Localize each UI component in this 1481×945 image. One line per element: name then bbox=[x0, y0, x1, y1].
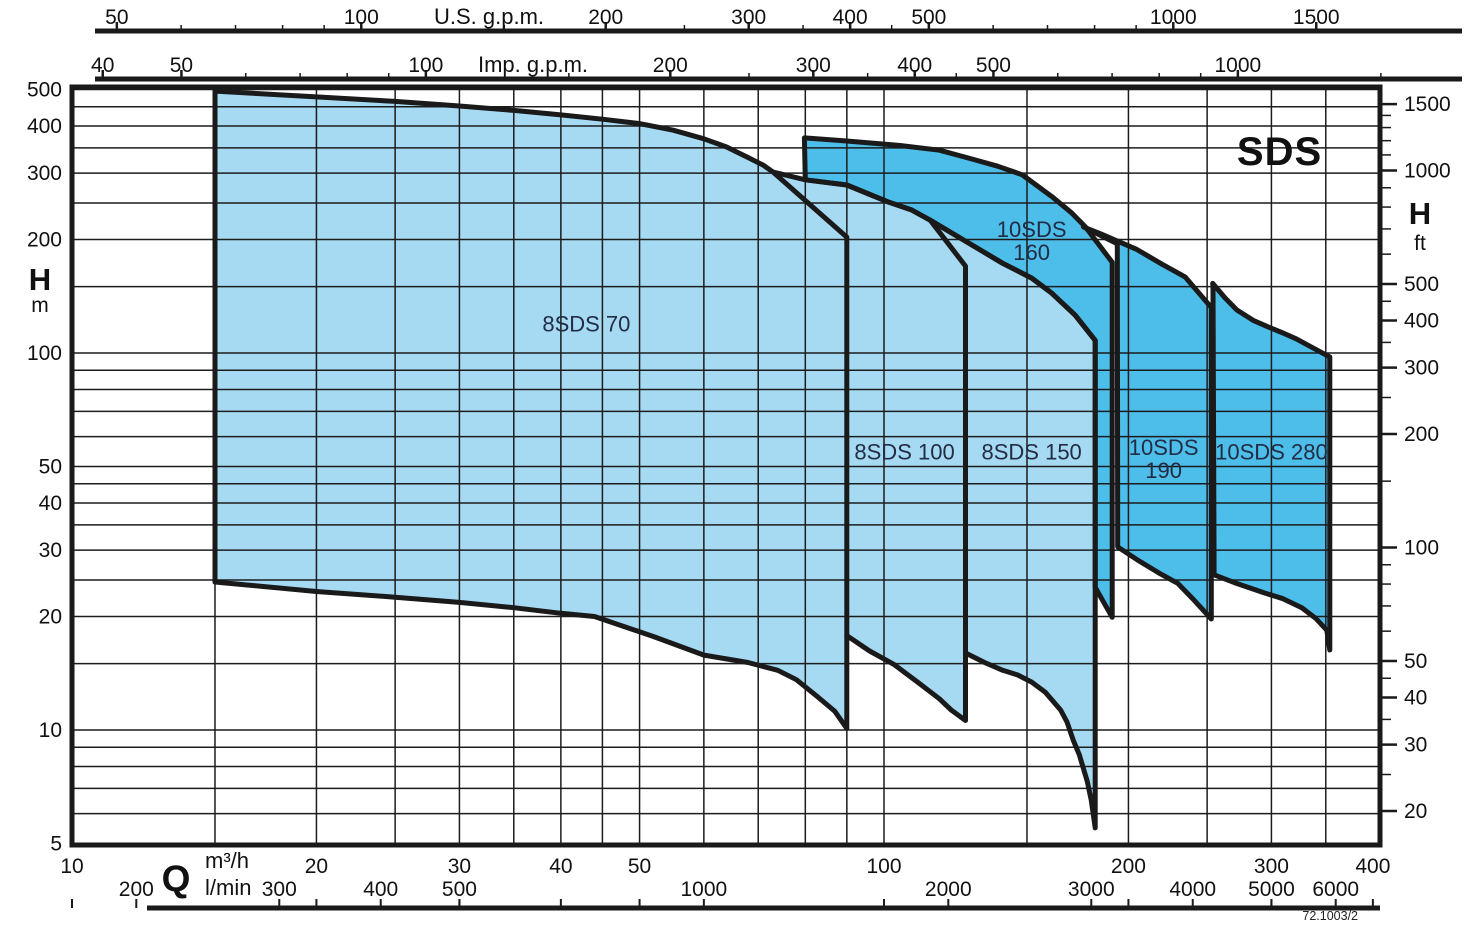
svg-text:500: 500 bbox=[976, 54, 1011, 77]
axis-top-us-gpm: 50 100 200 300 400 500 1000 1500 U.S. g.p.m. bbox=[95, 4, 1462, 34]
svg-text:50: 50 bbox=[170, 54, 193, 77]
svg-text:8SDS 150: 8SDS 150 bbox=[982, 439, 1082, 464]
svg-text:300: 300 bbox=[1254, 855, 1289, 878]
svg-text:H: H bbox=[29, 262, 51, 297]
svg-text:300: 300 bbox=[27, 162, 62, 185]
brand-title: SDS bbox=[1237, 130, 1322, 174]
svg-text:1000: 1000 bbox=[680, 878, 727, 901]
svg-text:400: 400 bbox=[1355, 855, 1390, 878]
svg-text:4000: 4000 bbox=[1169, 878, 1216, 901]
svg-text:300: 300 bbox=[1404, 357, 1439, 380]
svg-text:100: 100 bbox=[1404, 537, 1439, 560]
svg-text:50: 50 bbox=[628, 855, 651, 878]
svg-text:50: 50 bbox=[105, 6, 128, 29]
svg-text:10: 10 bbox=[39, 719, 62, 742]
svg-text:40: 40 bbox=[1404, 687, 1427, 710]
svg-text:190: 190 bbox=[1145, 458, 1182, 483]
svg-text:3000: 3000 bbox=[1068, 878, 1115, 901]
svg-text:2000: 2000 bbox=[925, 878, 972, 901]
svg-text:400: 400 bbox=[27, 115, 62, 138]
svg-text:Q: Q bbox=[162, 858, 191, 899]
svg-text:100: 100 bbox=[27, 342, 62, 365]
svg-text:200: 200 bbox=[1404, 423, 1439, 446]
svg-text:1500: 1500 bbox=[1293, 6, 1340, 29]
svg-text:l/min: l/min bbox=[205, 875, 251, 900]
svg-text:30: 30 bbox=[39, 539, 62, 562]
svg-text:5000: 5000 bbox=[1248, 878, 1295, 901]
svg-text:500: 500 bbox=[911, 6, 946, 29]
svg-text:20: 20 bbox=[1404, 800, 1427, 823]
svg-text:400: 400 bbox=[897, 54, 932, 77]
axis-right-h-ft: 1500 1000 500 400 300 200 100 50 40 30 20 Hft bbox=[1380, 93, 1451, 823]
grid bbox=[72, 87, 1380, 845]
svg-text:200: 200 bbox=[27, 229, 62, 252]
svg-text:50: 50 bbox=[1404, 650, 1427, 673]
svg-text:1000: 1000 bbox=[1215, 54, 1262, 77]
svg-text:50: 50 bbox=[39, 455, 62, 478]
svg-text:m³/h: m³/h bbox=[205, 848, 249, 873]
svg-text:10SDS: 10SDS bbox=[1129, 435, 1199, 460]
svg-text:1000: 1000 bbox=[1404, 160, 1451, 183]
svg-text:40: 40 bbox=[39, 492, 62, 515]
svg-text:8SDS 70: 8SDS 70 bbox=[542, 312, 630, 337]
axis-bottom-q: 10 20 30 40 50 100 200 300 400 200 300 400 500 1000 20… bbox=[60, 848, 1390, 911]
svg-text:200: 200 bbox=[588, 6, 623, 29]
svg-text:ft: ft bbox=[1414, 232, 1426, 255]
svg-text:500: 500 bbox=[442, 878, 477, 901]
svg-text:400: 400 bbox=[833, 6, 868, 29]
svg-text:20: 20 bbox=[39, 606, 62, 629]
axis-top-imp-gpm: 40 50 100 200 300 400 500 1000 Imp. g.p.m. bbox=[91, 52, 1462, 82]
svg-text:160: 160 bbox=[1013, 240, 1050, 265]
svg-text:1000: 1000 bbox=[1150, 6, 1197, 29]
svg-text:200: 200 bbox=[1111, 855, 1146, 878]
svg-text:40: 40 bbox=[549, 855, 572, 878]
svg-text:300: 300 bbox=[262, 878, 297, 901]
svg-text:100: 100 bbox=[866, 855, 901, 878]
svg-text:U.S. g.p.m.: U.S. g.p.m. bbox=[434, 4, 544, 29]
svg-text:400: 400 bbox=[363, 878, 398, 901]
svg-text:10SDS: 10SDS bbox=[997, 217, 1067, 242]
svg-text:200: 200 bbox=[119, 878, 154, 901]
envelope-fills bbox=[215, 91, 1330, 828]
svg-text:100: 100 bbox=[408, 54, 443, 77]
svg-text:m: m bbox=[31, 294, 49, 317]
svg-text:10SDS 280: 10SDS 280 bbox=[1215, 439, 1328, 464]
svg-text:400: 400 bbox=[1404, 310, 1439, 333]
svg-text:40: 40 bbox=[91, 54, 114, 77]
svg-text:Imp. g.p.m.: Imp. g.p.m. bbox=[478, 52, 588, 77]
svg-text:30: 30 bbox=[448, 855, 471, 878]
svg-text:6000: 6000 bbox=[1312, 878, 1359, 901]
svg-text:500: 500 bbox=[27, 78, 62, 101]
svg-text:300: 300 bbox=[731, 6, 766, 29]
svg-text:30: 30 bbox=[1404, 734, 1427, 757]
figure-code-label: 72.1003/2 bbox=[1302, 909, 1358, 923]
envelope-outlines bbox=[212, 88, 1333, 831]
axis-left-h-m: 500 400 300 200 100 50 40 30 20 10 5 Hm bbox=[27, 78, 62, 855]
svg-text:500: 500 bbox=[1404, 273, 1439, 296]
svg-text:H: H bbox=[1409, 196, 1431, 231]
svg-text:100: 100 bbox=[344, 6, 379, 29]
svg-text:5: 5 bbox=[50, 832, 62, 855]
svg-text:300: 300 bbox=[796, 54, 831, 77]
svg-text:1500: 1500 bbox=[1404, 93, 1451, 116]
svg-text:10: 10 bbox=[60, 855, 83, 878]
svg-text:200: 200 bbox=[653, 54, 688, 77]
svg-text:8SDS 100: 8SDS 100 bbox=[854, 439, 954, 464]
svg-text:20: 20 bbox=[305, 855, 328, 878]
plot-frame bbox=[69, 84, 1383, 848]
